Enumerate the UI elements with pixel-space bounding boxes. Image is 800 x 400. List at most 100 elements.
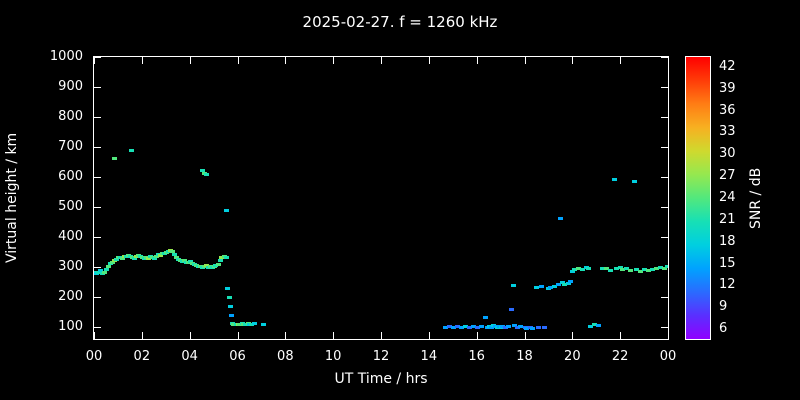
x-tick-mark bbox=[189, 57, 191, 64]
data-point bbox=[552, 284, 558, 288]
colorbar-label: SNR / dB bbox=[748, 167, 764, 229]
x-tick-mark bbox=[94, 57, 95, 64]
data-point bbox=[661, 266, 667, 270]
data-point bbox=[223, 255, 229, 259]
data-point bbox=[203, 264, 209, 268]
data-point bbox=[97, 269, 103, 272]
data-point bbox=[646, 269, 652, 272]
x-tick-mark bbox=[237, 57, 239, 64]
data-point bbox=[153, 254, 159, 258]
data-point bbox=[588, 324, 594, 328]
data-point bbox=[454, 324, 460, 328]
data-point bbox=[649, 267, 655, 271]
y-tick-mark bbox=[661, 147, 668, 148]
y-tick-mark bbox=[661, 87, 668, 88]
data-point bbox=[568, 280, 574, 284]
data-point bbox=[227, 305, 233, 308]
data-point bbox=[558, 217, 564, 221]
data-point bbox=[458, 326, 464, 329]
data-point bbox=[129, 149, 135, 152]
data-point bbox=[131, 257, 137, 260]
data-point bbox=[102, 270, 108, 274]
colorbar-tick-label: 6 bbox=[719, 321, 728, 337]
x-tick-mark bbox=[572, 332, 574, 339]
data-point bbox=[586, 267, 592, 271]
data-point bbox=[96, 270, 102, 274]
x-tick-mark bbox=[668, 332, 669, 339]
x-tick-label: 16 bbox=[468, 349, 485, 364]
data-point bbox=[217, 259, 223, 263]
y-tick-mark bbox=[94, 297, 101, 298]
x-axis-label: UT Time / hrs bbox=[334, 371, 428, 387]
y-tick-label: 300 bbox=[58, 259, 83, 274]
colorbar-tick-label: 9 bbox=[719, 299, 728, 315]
data-point bbox=[600, 266, 606, 270]
y-tick-mark bbox=[94, 177, 101, 178]
x-tick-mark bbox=[620, 57, 622, 64]
data-point bbox=[111, 259, 117, 263]
x-tick-mark bbox=[333, 332, 335, 339]
data-point bbox=[608, 269, 614, 272]
data-point bbox=[261, 323, 267, 326]
data-point bbox=[518, 325, 524, 329]
y-tick-label: 600 bbox=[58, 169, 83, 184]
x-tick-mark bbox=[381, 57, 382, 64]
data-point bbox=[251, 322, 257, 326]
data-point bbox=[462, 325, 468, 329]
data-point bbox=[580, 267, 586, 271]
data-point bbox=[474, 326, 480, 329]
data-point bbox=[530, 326, 536, 330]
data-point bbox=[576, 266, 582, 270]
data-point bbox=[228, 314, 234, 317]
data-point bbox=[634, 268, 640, 272]
x-tick-mark bbox=[237, 332, 239, 339]
x-tick-mark bbox=[141, 57, 143, 64]
data-point bbox=[450, 326, 456, 329]
colorbar-tick-label: 15 bbox=[719, 255, 736, 271]
x-tick-mark bbox=[141, 332, 143, 339]
y-tick-mark bbox=[661, 297, 668, 298]
data-point bbox=[508, 308, 514, 311]
y-tick-mark bbox=[94, 207, 101, 208]
data-point bbox=[94, 272, 99, 275]
data-point bbox=[614, 267, 620, 271]
y-tick-mark bbox=[94, 57, 101, 58]
colorbar-tick-label: 24 bbox=[719, 190, 736, 205]
data-point bbox=[624, 267, 630, 271]
x-tick-mark bbox=[428, 332, 430, 339]
colorbar-tick-label: 39 bbox=[719, 80, 736, 96]
data-point bbox=[628, 269, 634, 272]
x-tick-label: 08 bbox=[277, 349, 294, 364]
y-tick-mark bbox=[94, 147, 101, 148]
data-point bbox=[506, 325, 512, 329]
data-point bbox=[223, 209, 229, 212]
data-point bbox=[534, 286, 540, 290]
data-point bbox=[620, 268, 626, 272]
data-point bbox=[466, 326, 472, 329]
x-tick-label: 18 bbox=[516, 349, 533, 364]
data-point bbox=[566, 282, 572, 286]
data-point bbox=[538, 285, 544, 289]
data-point bbox=[488, 326, 494, 329]
y-tick-mark bbox=[661, 327, 668, 328]
plot-area bbox=[93, 56, 669, 340]
data-point bbox=[112, 157, 118, 161]
data-point bbox=[510, 284, 516, 287]
y-tick-mark bbox=[94, 117, 101, 118]
data-point bbox=[108, 262, 114, 266]
x-tick-label: 04 bbox=[181, 349, 198, 364]
x-tick-label: 22 bbox=[611, 349, 629, 364]
x-tick-mark bbox=[668, 57, 669, 64]
y-tick-label: 800 bbox=[58, 109, 83, 124]
data-point bbox=[199, 169, 205, 173]
data-point bbox=[482, 315, 488, 319]
x-tick-mark bbox=[94, 332, 95, 339]
y-tick-mark bbox=[661, 57, 668, 58]
data-point bbox=[171, 252, 177, 256]
data-point bbox=[638, 269, 644, 273]
x-tick-mark bbox=[620, 332, 622, 339]
data-point bbox=[478, 325, 484, 329]
data-point bbox=[442, 326, 448, 329]
x-tick-mark bbox=[333, 57, 335, 64]
